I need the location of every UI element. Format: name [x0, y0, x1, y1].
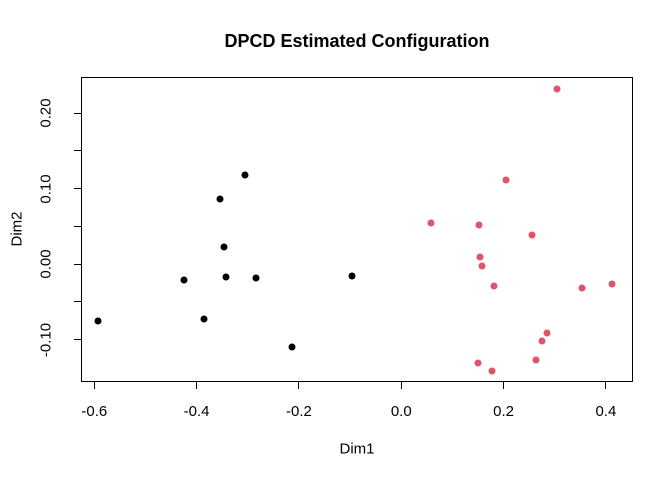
y-axis-tick [74, 263, 81, 265]
data-point-cluster-black [241, 171, 249, 179]
x-axis-tick [196, 382, 198, 389]
data-point-cluster-black [180, 276, 188, 284]
data-point-cluster-rose [538, 337, 546, 345]
y-axis-tick-label: 0.00 [37, 249, 55, 279]
data-point-cluster-rose [427, 219, 435, 227]
data-point-cluster-black [222, 273, 230, 281]
data-point-cluster-rose [608, 280, 615, 288]
data-point-cluster-rose [532, 356, 540, 364]
data-point-cluster-black [200, 315, 208, 323]
y-axis-tick [74, 188, 81, 190]
x-axis-label: Dim1 [339, 440, 375, 458]
data-point-cluster-black [288, 343, 296, 351]
data-point-cluster-rose [478, 262, 486, 270]
data-point-cluster-black [252, 274, 260, 282]
data-point-cluster-rose [528, 231, 536, 239]
x-axis-tick-label: 0.2 [493, 403, 514, 420]
y-axis-tick-label: -0.10 [37, 322, 55, 357]
y-axis-tick [74, 112, 81, 114]
x-axis-tick [503, 382, 505, 389]
y-axis-label: Dim2 [8, 211, 26, 247]
data-point-cluster-rose [543, 329, 551, 337]
y-axis-tick [74, 301, 81, 303]
data-point-cluster-rose [502, 176, 510, 184]
x-axis-tick-label: 0.4 [595, 403, 617, 420]
data-point-cluster-rose [475, 221, 482, 229]
x-axis-tick-label: -0.6 [81, 403, 108, 420]
y-axis-tick [74, 339, 81, 341]
data-point-cluster-rose [553, 85, 561, 93]
data-point-cluster-black [216, 195, 224, 203]
y-axis-tick-label: 0.20 [37, 98, 55, 128]
x-axis-tick-label: -0.2 [285, 403, 312, 420]
x-axis-tick-label: 0.0 [390, 403, 412, 420]
data-point-cluster-rose [476, 253, 484, 261]
y-axis-tick [74, 225, 81, 227]
x-axis-tick [605, 382, 607, 389]
data-point-cluster-black [94, 317, 102, 325]
x-axis-tick [298, 382, 300, 389]
y-axis-tick [74, 150, 81, 152]
plot-area [81, 77, 633, 382]
data-point-cluster-black [348, 272, 356, 280]
data-point-cluster-rose [488, 367, 496, 375]
x-axis-tick-label: -0.4 [183, 403, 210, 420]
data-point-cluster-rose [578, 284, 586, 292]
y-axis-tick-label: 0.10 [37, 174, 55, 204]
plot-title: DPCD Estimated Configuration [224, 31, 490, 51]
data-point-cluster-black [220, 243, 228, 251]
data-point-cluster-rose [474, 359, 482, 367]
x-axis-tick [93, 382, 95, 389]
data-point-cluster-rose [490, 282, 498, 290]
x-axis-tick [400, 382, 402, 389]
